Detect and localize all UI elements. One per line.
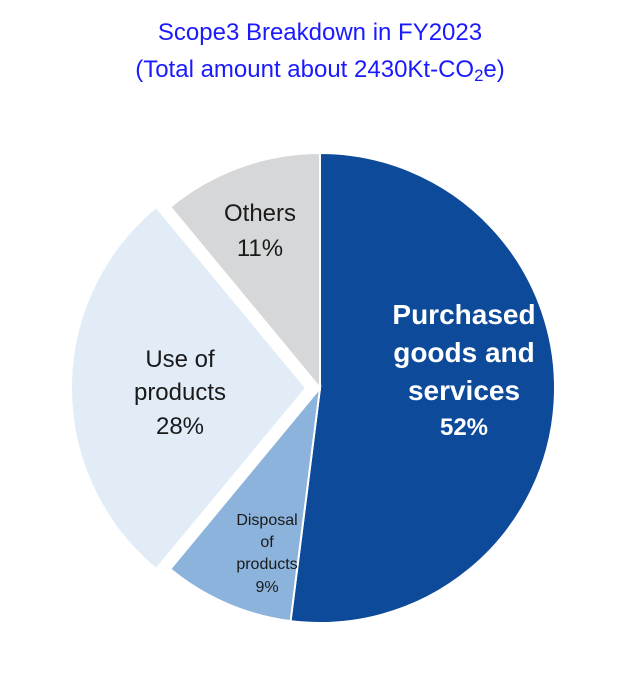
pie-svg	[0, 88, 640, 648]
chart-title: Scope3 Breakdown in FY2023 (Total amount…	[0, 0, 640, 88]
title-line-2-prefix: (Total amount about 2430Kt-CO	[135, 56, 474, 83]
title-line-2-sub: 2	[474, 66, 483, 85]
slice-purchased-goods-and-services	[291, 153, 555, 623]
title-line-2-suffix: e)	[483, 56, 504, 83]
title-line-1: Scope3 Breakdown in FY2023	[158, 19, 482, 46]
pie-chart: Purchasedgoods andservices52%Disposalofp…	[0, 88, 640, 648]
